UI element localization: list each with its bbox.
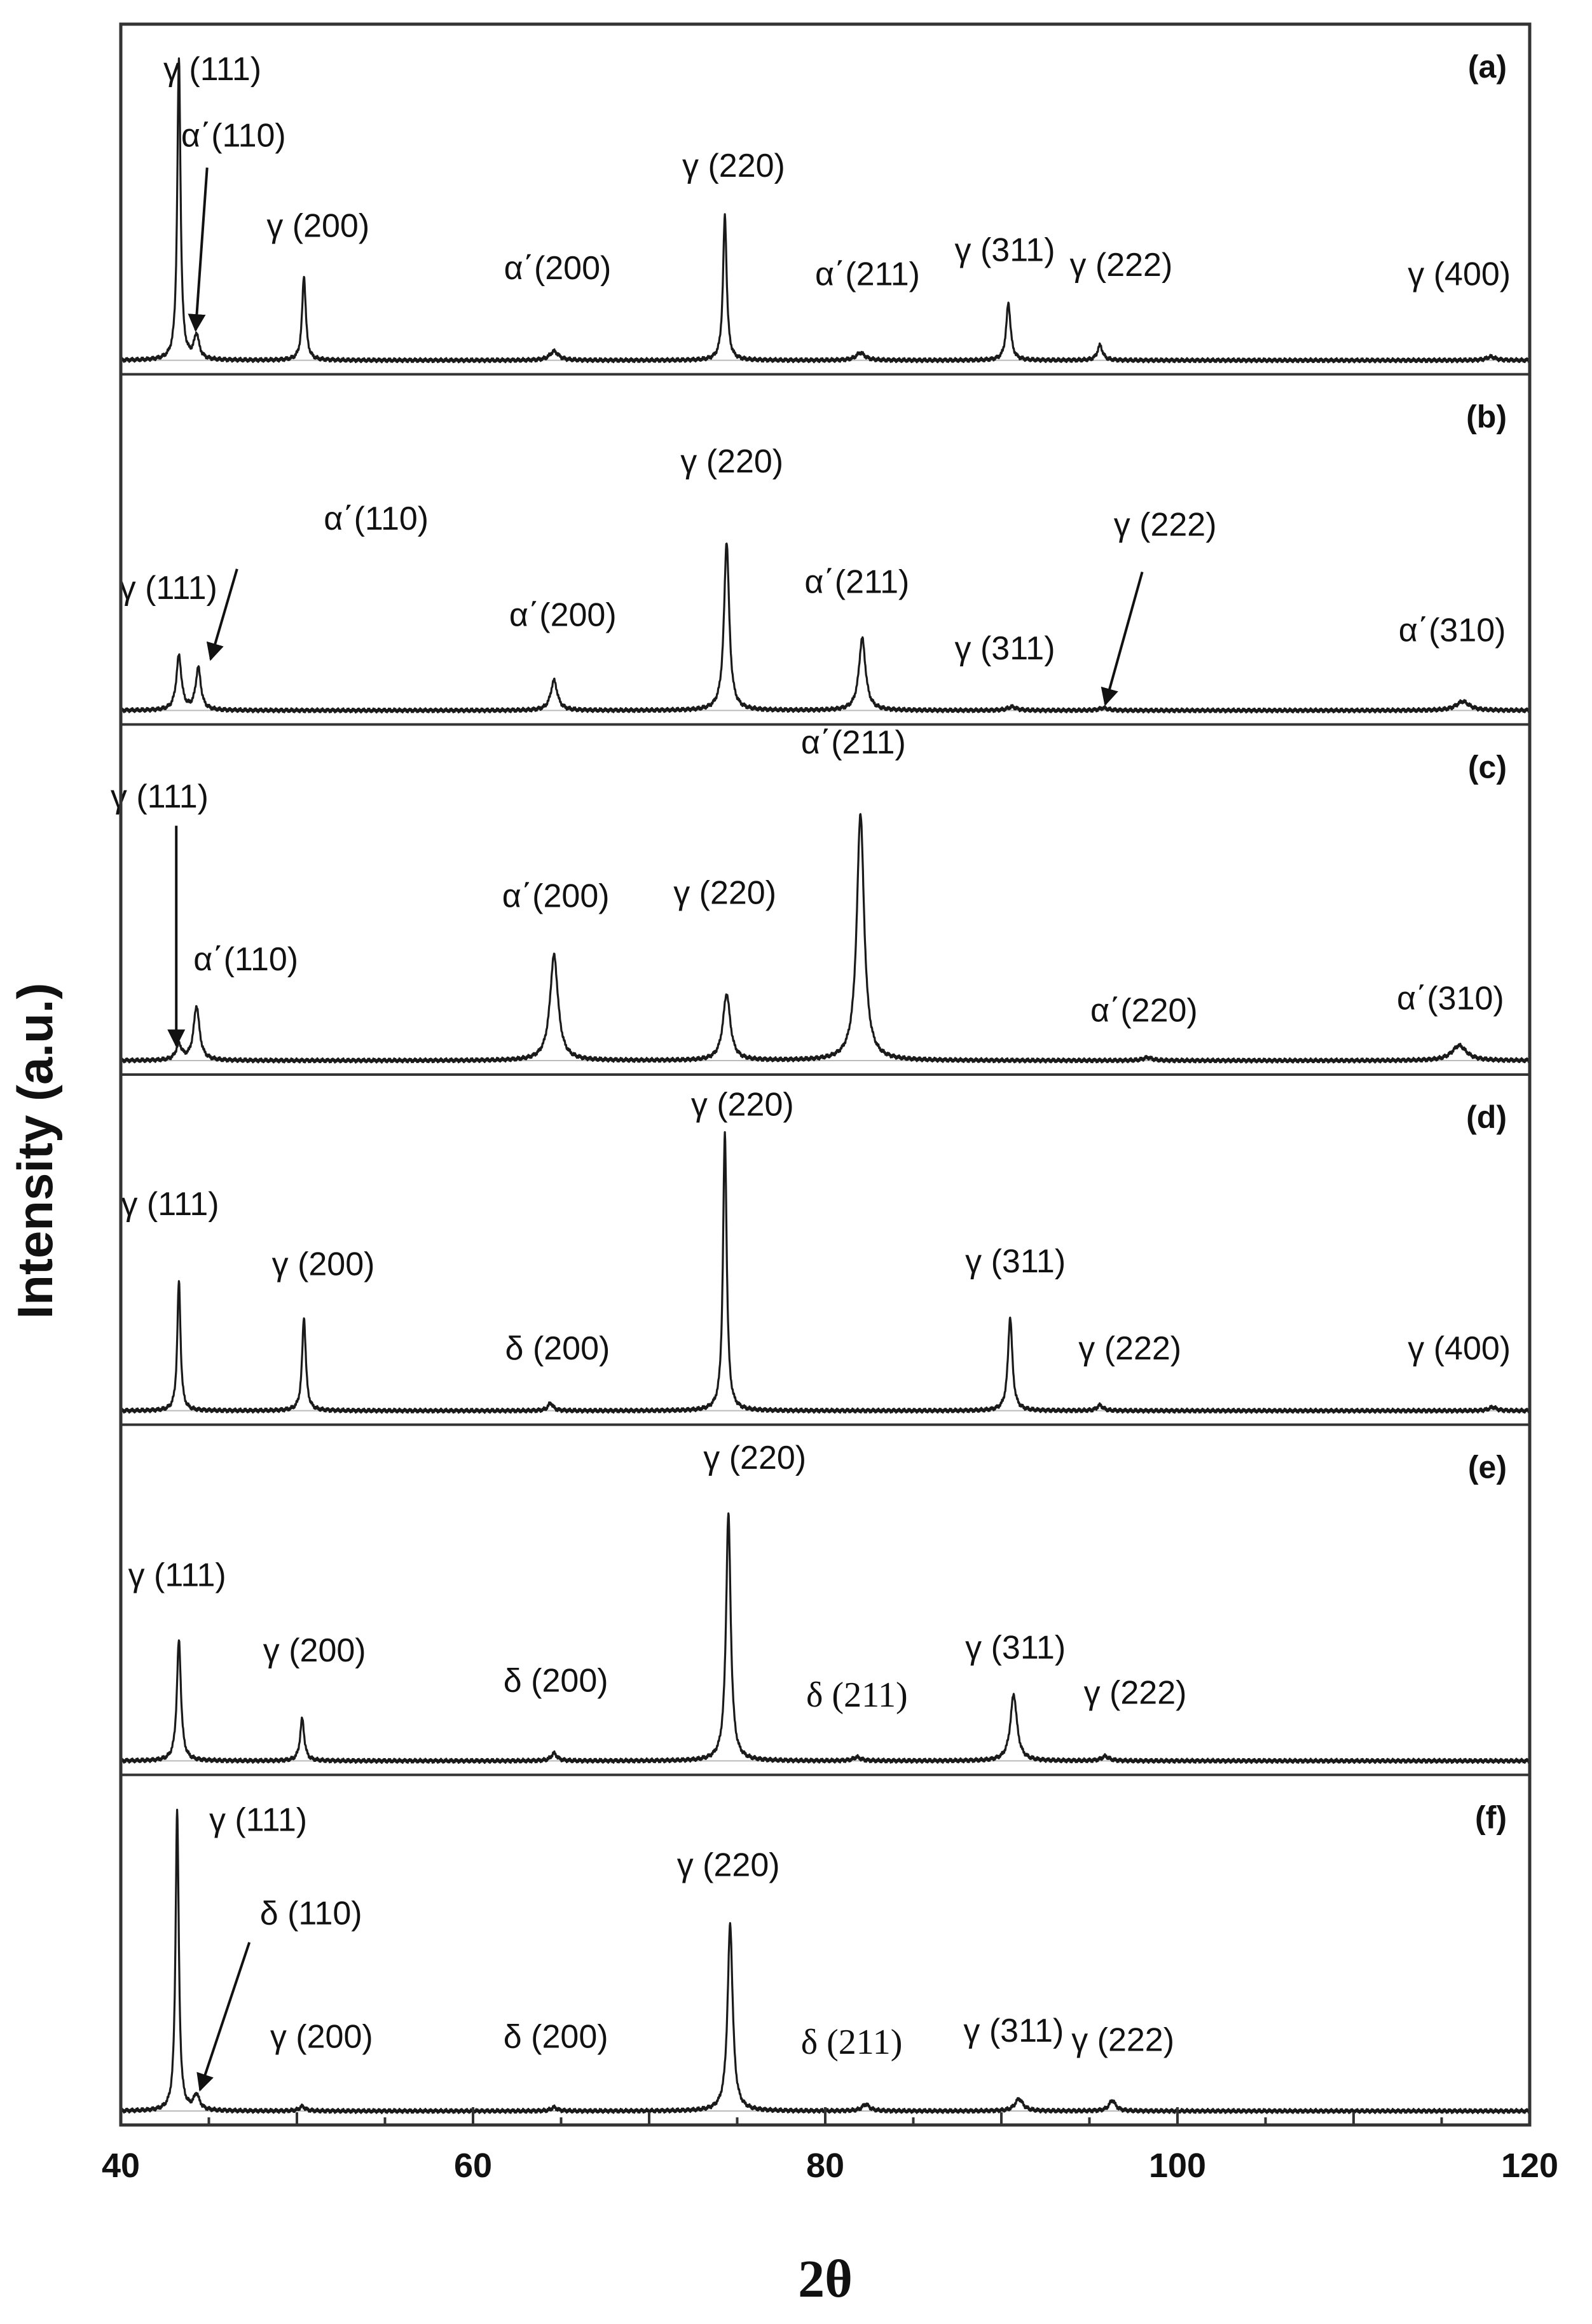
panel-c: γ (111) α΄(110) α΄(200) γ (220) α΄(211) α΄(22…	[111, 724, 1531, 1064]
diffraction-trace	[120, 57, 1531, 364]
peak-label: α΄(110)	[324, 500, 429, 537]
peak-label: γ (111)	[209, 1802, 307, 1839]
peak-label: γ (311)	[955, 630, 1055, 667]
peak-label: γ (200)	[272, 1246, 375, 1283]
annotation-arrow	[1101, 571, 1144, 706]
panel-a: γ (111) α΄(110) γ (200) α΄(200) γ (220) α΄(21…	[120, 49, 1531, 364]
y-axis-title: Intensity (a.u.)	[7, 983, 63, 1319]
peak-label: γ (220)	[703, 1440, 806, 1476]
panel-tag: (f)	[1475, 1799, 1507, 1835]
annotation-arrow	[196, 1942, 251, 2092]
peak-label: γ (111)	[111, 778, 209, 815]
peak-label: γ (311)	[965, 1629, 1066, 1666]
peak-label: δ (200)	[504, 1662, 608, 1699]
peak-label: δ (211)	[801, 2023, 903, 2062]
diffraction-trace	[120, 542, 1531, 714]
peak-label: α΄(220)	[1090, 992, 1198, 1029]
peak-label: γ (220)	[673, 875, 776, 912]
peak-label: α΄(110)	[193, 941, 298, 978]
panel-tag: (e)	[1468, 1450, 1507, 1485]
peak-label: γ (220)	[691, 1087, 794, 1124]
peak-label: γ (111)	[121, 1186, 219, 1223]
panel-tag: (a)	[1468, 49, 1507, 85]
peak-label: δ (110)	[260, 1895, 362, 1932]
peak-label: γ (111)	[163, 51, 261, 88]
peak-label: γ (200)	[266, 208, 369, 245]
annotation-arrow	[188, 167, 209, 333]
peak-label: α΄(211)	[804, 564, 909, 601]
peak-label: γ (222)	[1078, 1330, 1181, 1367]
diffraction-trace	[120, 1512, 1531, 1764]
panel-e: γ (111) γ (200) δ (200) γ (220) δ (211) γ (31…	[120, 1440, 1531, 1764]
peak-label: γ (220)	[682, 148, 785, 184]
panel-b: γ (111) α΄(110) α΄(200) γ (220) α΄(211) γ (31…	[120, 399, 1531, 714]
peak-label: γ (400)	[1408, 256, 1511, 292]
peak-label: α΄(110)	[181, 117, 286, 154]
x-tick-label: 60	[454, 2147, 492, 2185]
peak-label: α΄(200)	[502, 877, 610, 914]
peak-label: α΄(200)	[509, 597, 617, 634]
peak-label: γ (222)	[1114, 507, 1217, 544]
peak-label: γ (200)	[263, 1632, 366, 1669]
x-tick-label: 100	[1149, 2147, 1206, 2185]
peak-label: δ (200)	[504, 2019, 608, 2056]
peak-label: γ (311)	[963, 2012, 1064, 2049]
peak-label: γ (200)	[270, 2019, 373, 2056]
peak-label: δ (211)	[806, 1675, 908, 1715]
peak-label: α΄(310)	[1399, 612, 1506, 649]
x-axis: 40 60 80 100 120	[102, 2107, 1558, 2185]
peak-label: γ (111)	[120, 570, 217, 607]
x-tick-label: 40	[102, 2147, 140, 2185]
peak-label: γ (311)	[955, 231, 1055, 268]
diffraction-trace	[120, 1131, 1531, 1414]
panel-d: γ (111) γ (200) δ (200) γ (220) γ (311) γ (22…	[120, 1087, 1531, 1414]
peak-label: α΄(200)	[504, 250, 612, 287]
peak-label: γ (222)	[1084, 1674, 1187, 1711]
peak-label: γ (222)	[1069, 247, 1172, 284]
panel-tag: (b)	[1466, 399, 1507, 435]
panel-tag: (c)	[1468, 749, 1507, 785]
annotation-arrow	[206, 568, 238, 661]
peak-label: γ (400)	[1408, 1330, 1511, 1367]
peak-label: α΄(310)	[1397, 980, 1504, 1017]
peak-label: α΄(211)	[801, 724, 906, 761]
panel-tag: (d)	[1466, 1099, 1507, 1135]
diffraction-trace	[120, 813, 1531, 1064]
peak-label: γ (311)	[965, 1243, 1066, 1280]
peak-label: γ (222)	[1071, 2021, 1174, 2058]
peak-label: γ (111)	[128, 1557, 226, 1594]
x-tick-label: 120	[1501, 2147, 1558, 2185]
peak-label: δ (200)	[505, 1330, 610, 1367]
peak-label: γ (220)	[680, 443, 783, 480]
x-tick-label: 80	[806, 2147, 844, 2185]
peak-label: γ (220)	[677, 1847, 780, 1884]
peak-label: α΄(211)	[815, 256, 920, 292]
x-axis-title: 2θ	[798, 2250, 853, 2309]
